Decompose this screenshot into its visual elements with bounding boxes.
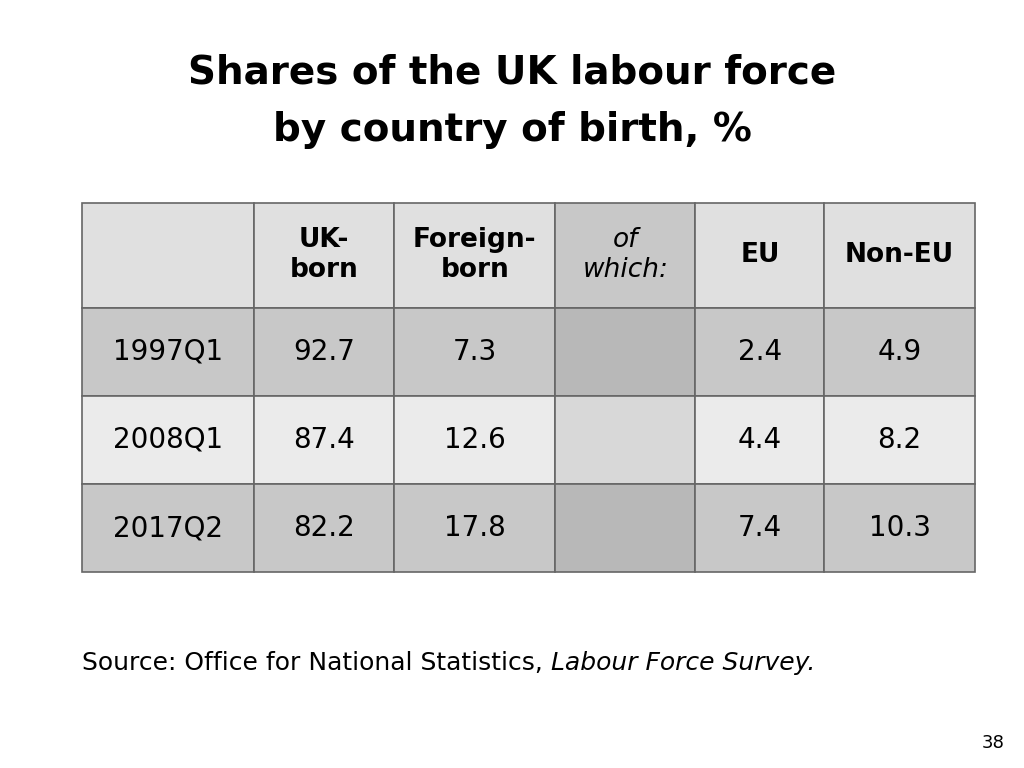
Bar [555, 484, 695, 572]
Bar [82, 203, 254, 308]
Text: 2017Q2: 2017Q2 [113, 514, 223, 542]
Text: Shares of the UK labour force: Shares of the UK labour force [187, 54, 837, 91]
Text: 10.3: 10.3 [868, 514, 931, 542]
Bar [254, 396, 394, 484]
Text: 17.8: 17.8 [443, 514, 506, 542]
Bar [555, 203, 695, 308]
Bar [824, 396, 975, 484]
Text: 82.2: 82.2 [293, 514, 355, 542]
Text: 12.6: 12.6 [443, 426, 506, 454]
Text: 7.3: 7.3 [453, 338, 497, 366]
Text: 87.4: 87.4 [293, 426, 355, 454]
Bar [824, 484, 975, 572]
Bar [394, 308, 555, 396]
Text: 7.4: 7.4 [737, 514, 782, 542]
Bar [695, 484, 824, 572]
Text: 8.2: 8.2 [878, 426, 922, 454]
Text: 38: 38 [982, 734, 1005, 752]
Text: 2008Q1: 2008Q1 [113, 426, 223, 454]
Text: 4.9: 4.9 [878, 338, 922, 366]
Text: Source: Office for National Statistics,: Source: Office for National Statistics, [82, 651, 551, 675]
Bar [394, 484, 555, 572]
Bar [824, 203, 975, 308]
Text: by country of birth, %: by country of birth, % [272, 111, 752, 149]
Text: 92.7: 92.7 [293, 338, 355, 366]
Text: of
which:: of which: [583, 227, 669, 283]
Bar [394, 203, 555, 308]
Text: 2.4: 2.4 [737, 338, 782, 366]
Text: Labour Force Survey.: Labour Force Survey. [551, 651, 815, 675]
Bar [555, 308, 695, 396]
Bar [555, 396, 695, 484]
Bar [82, 396, 254, 484]
Bar [695, 203, 824, 308]
Bar [254, 308, 394, 396]
Text: EU: EU [740, 243, 779, 269]
Bar [695, 308, 824, 396]
Text: 4.4: 4.4 [737, 426, 782, 454]
Text: UK-
born: UK- born [290, 227, 358, 283]
Bar [695, 396, 824, 484]
Bar [254, 484, 394, 572]
Bar [824, 308, 975, 396]
Text: 1997Q1: 1997Q1 [113, 338, 223, 366]
Bar [82, 484, 254, 572]
Text: Foreign-
born: Foreign- born [413, 227, 537, 283]
Bar [82, 308, 254, 396]
Text: Non-EU: Non-EU [845, 243, 954, 269]
Bar [254, 203, 394, 308]
Bar [394, 396, 555, 484]
